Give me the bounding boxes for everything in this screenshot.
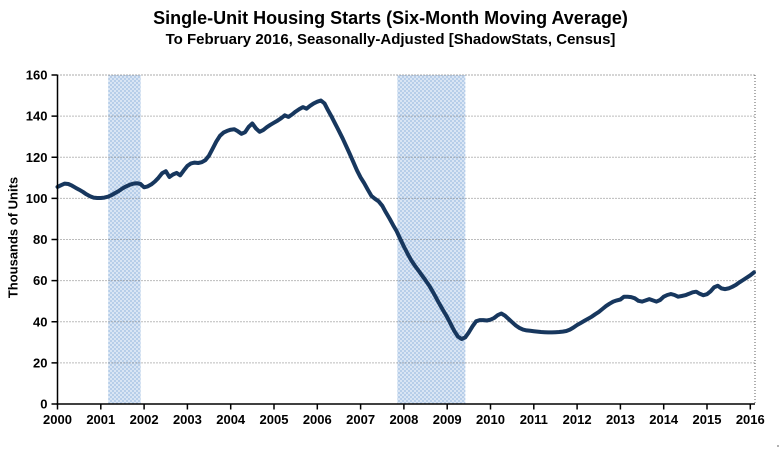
- y-tick-label: 40: [33, 314, 47, 329]
- y-tick-label: 160: [26, 68, 48, 83]
- recession-band: [397, 75, 466, 404]
- chart-title: Single-Unit Housing Starts (Six-Month Mo…: [153, 8, 628, 28]
- y-tick-label: 80: [33, 232, 47, 247]
- y-tick-label: 20: [33, 355, 47, 370]
- x-tick-label: 2012: [563, 412, 592, 427]
- x-tick-label: 2008: [389, 412, 418, 427]
- x-tick-label: 2009: [433, 412, 462, 427]
- x-tick-label: 2010: [476, 412, 505, 427]
- x-tick-label: 2003: [173, 412, 202, 427]
- x-tick-label: 2006: [303, 412, 332, 427]
- x-tick-label: 2011: [520, 412, 548, 427]
- y-tick-label: 120: [26, 150, 48, 165]
- y-tick-label: 0: [40, 397, 47, 412]
- data-series-line: [55, 98, 756, 341]
- y-tick-label: 140: [26, 109, 48, 124]
- x-tick-label: 2001: [86, 412, 115, 427]
- x-tick-label: 2013: [606, 412, 635, 427]
- corner-speck: [777, 445, 779, 447]
- x-tick-label: 2005: [260, 412, 289, 427]
- y-tick-label: 60: [33, 273, 47, 288]
- y-tick-label: 100: [26, 191, 48, 206]
- x-tick-label: 2014: [649, 412, 679, 427]
- x-tick-label: 2002: [130, 412, 159, 427]
- x-tick-label: 2016: [736, 412, 765, 427]
- chart-subtitle: To February 2016, Seasonally-Adjusted [S…: [165, 31, 616, 48]
- y-axis-title: Thousands of Units: [5, 176, 21, 299]
- x-tick-label: 2000: [43, 412, 72, 427]
- x-tick-label: 2004: [216, 412, 246, 427]
- x-tick-label: 2015: [693, 412, 722, 427]
- x-tick-label: 2007: [346, 412, 375, 427]
